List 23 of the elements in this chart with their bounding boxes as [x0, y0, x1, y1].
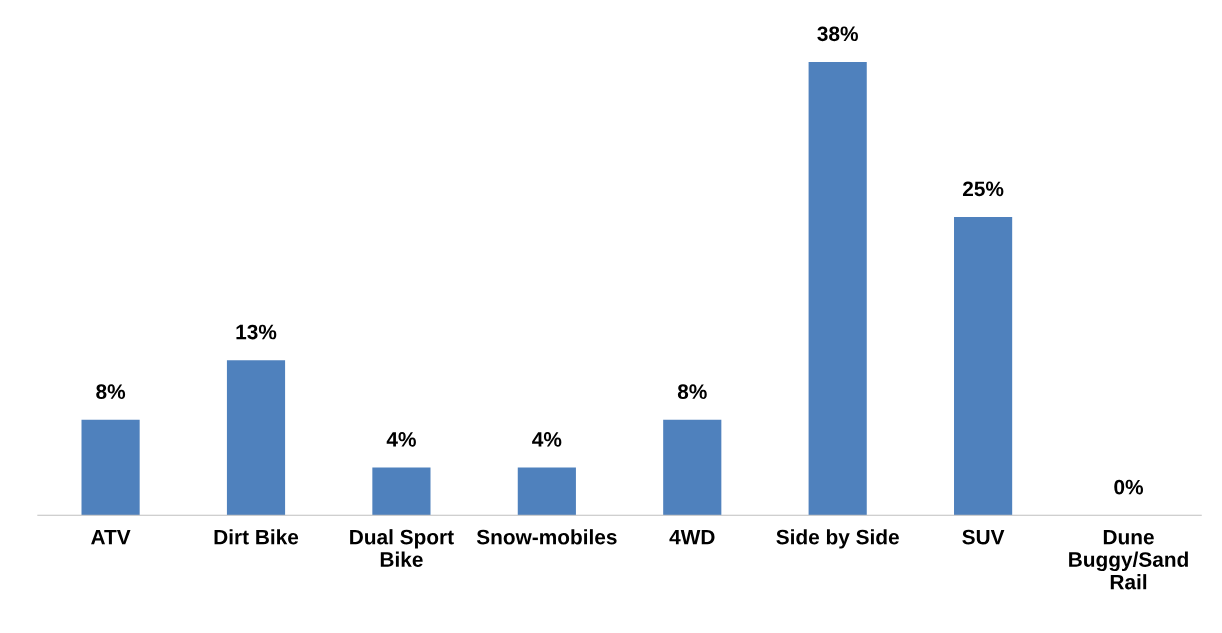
- data-label: 13%: [236, 324, 277, 340]
- x-tick-label: Dune Buggy/Sand Rail: [1069, 529, 1188, 590]
- data-label: 4%: [386, 432, 416, 447]
- data-label: 0%: [1114, 479, 1144, 495]
- bar: [226, 360, 286, 516]
- bar: [954, 217, 1013, 516]
- x-tick-label: Dirt Bike: [214, 529, 299, 545]
- data-label: 8%: [677, 384, 707, 400]
- x-tick-label: Snow-mobiles: [476, 529, 617, 545]
- bar: [81, 419, 140, 516]
- bar: [663, 419, 722, 516]
- bar: [372, 467, 431, 516]
- data-label: 25%: [962, 181, 1004, 197]
- x-tick-label: ATV: [91, 529, 131, 545]
- x-tick-label: Side by Side: [776, 529, 899, 549]
- data-label: 8%: [96, 384, 126, 400]
- x-tick-label: SUV: [962, 529, 1005, 545]
- x-tick-label: Dual Sport Bike: [350, 529, 454, 567]
- data-label: 4%: [532, 432, 562, 447]
- data-label: 38%: [817, 26, 858, 42]
- bar: [517, 467, 576, 516]
- x-tick-label: 4WD: [669, 529, 715, 545]
- bar: [808, 61, 867, 516]
